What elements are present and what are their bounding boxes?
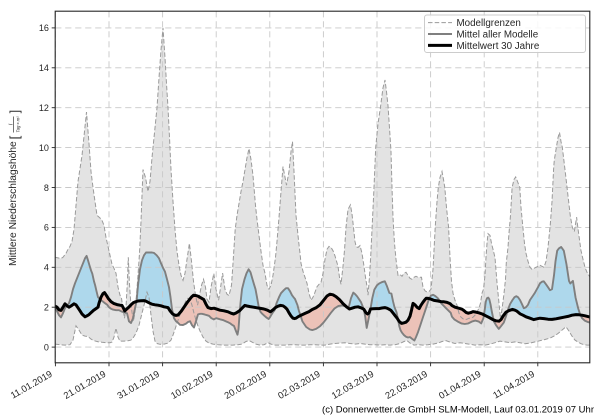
svg-text:8: 8 bbox=[44, 183, 49, 193]
svg-text:6: 6 bbox=[44, 223, 49, 233]
svg-text:Modellgrenzen: Modellgrenzen bbox=[457, 18, 521, 29]
svg-text:l: l bbox=[9, 123, 15, 125]
svg-text:12: 12 bbox=[39, 103, 49, 113]
svg-text:2: 2 bbox=[44, 303, 49, 313]
svg-text:(c) Donnerwetter.de GmbH SLM-M: (c) Donnerwetter.de GmbH SLM-Modell, Lau… bbox=[322, 405, 594, 416]
svg-text:Mittlere Niederschlagshöhe: Mittlere Niederschlagshöhe bbox=[8, 141, 19, 266]
svg-text:10: 10 bbox=[39, 143, 49, 153]
svg-text:[: [ bbox=[7, 135, 22, 139]
svg-text:16: 16 bbox=[39, 23, 49, 33]
svg-text:Tag × m²: Tag × m² bbox=[16, 116, 21, 133]
svg-text:4: 4 bbox=[44, 263, 49, 273]
svg-text:14: 14 bbox=[39, 63, 49, 73]
svg-text:Mittelwert 30 Jahre: Mittelwert 30 Jahre bbox=[457, 41, 540, 52]
svg-text:]: ] bbox=[7, 110, 22, 114]
svg-text:Mittel aller Modelle: Mittel aller Modelle bbox=[457, 30, 539, 41]
svg-text:0: 0 bbox=[44, 342, 49, 352]
